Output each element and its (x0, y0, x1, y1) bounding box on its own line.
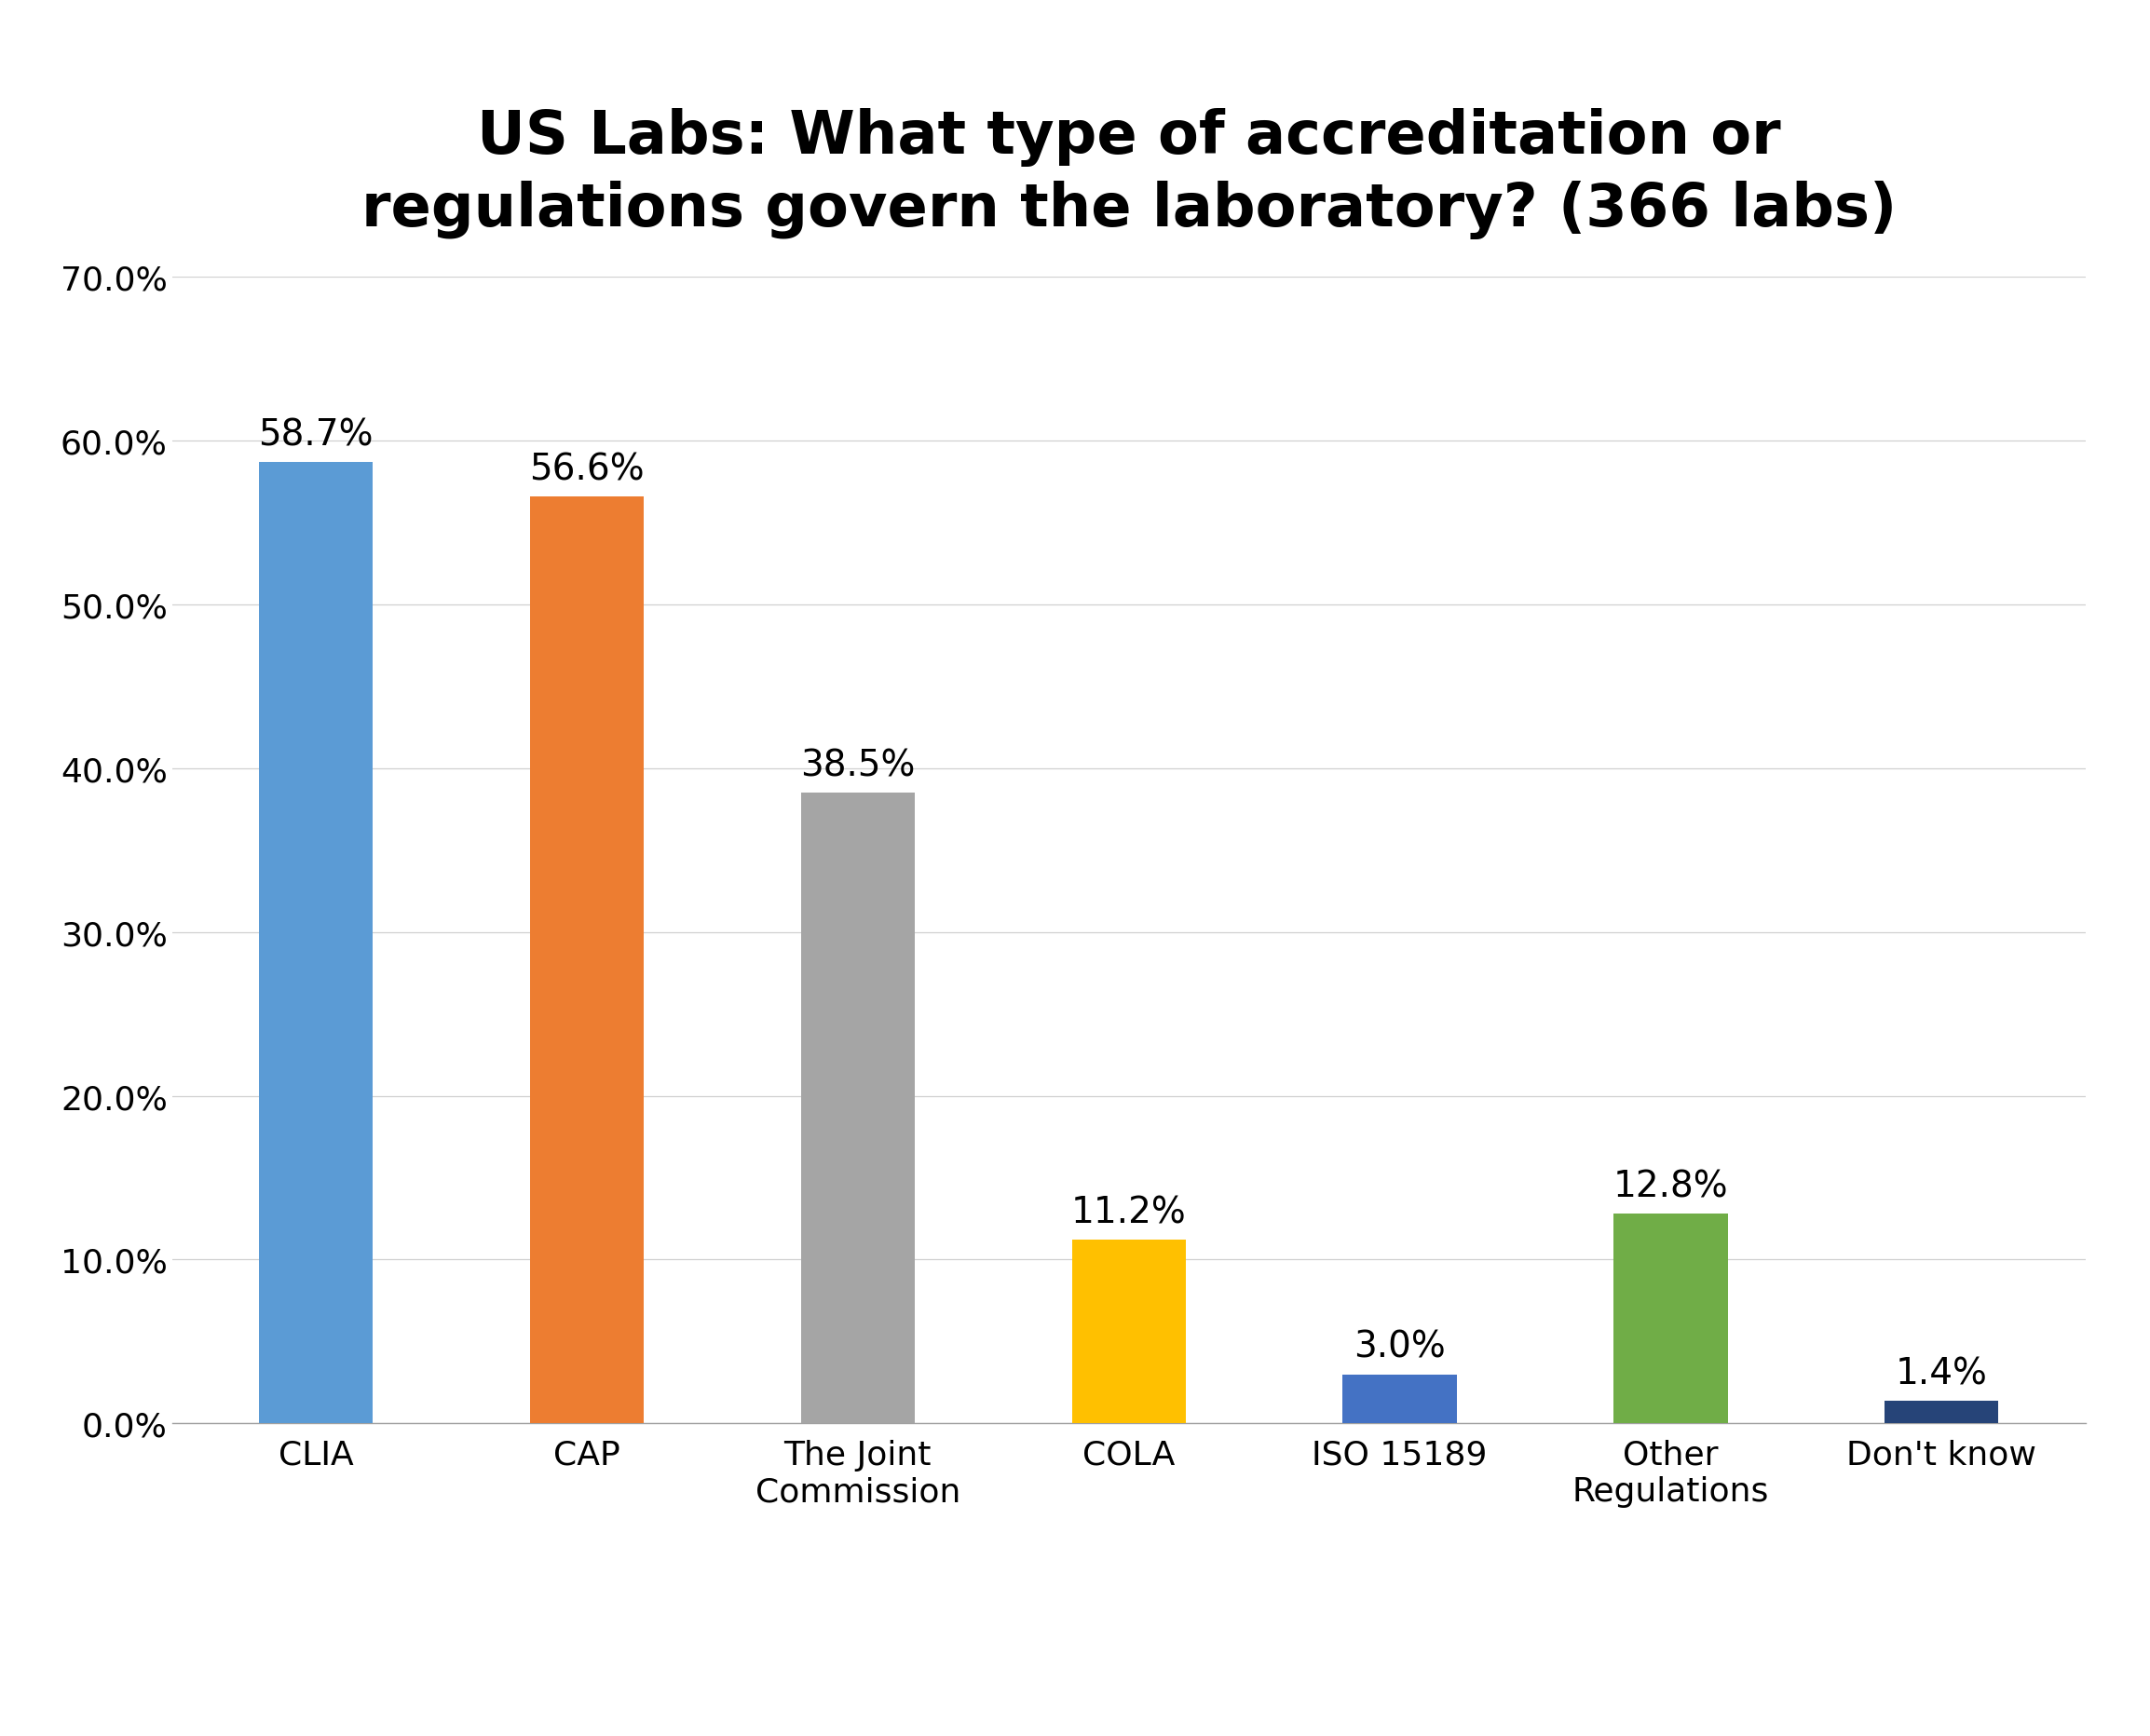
Text: 11.2%: 11.2% (1071, 1194, 1187, 1231)
Text: 3.0%: 3.0% (1354, 1330, 1445, 1364)
Bar (1073, 1240, 1185, 1424)
Text: 38.5%: 38.5% (800, 748, 916, 783)
Bar (1344, 1375, 1456, 1424)
Text: 12.8%: 12.8% (1612, 1168, 1729, 1205)
Text: 1.4%: 1.4% (1896, 1356, 1987, 1391)
Text: 58.7%: 58.7% (258, 418, 374, 453)
Text: 56.6%: 56.6% (529, 451, 645, 488)
Bar (258, 464, 372, 1424)
Title: US Labs: What type of accreditation or
regulations govern the laboratory? (366 l: US Labs: What type of accreditation or r… (361, 108, 1896, 240)
Bar (802, 793, 914, 1424)
Bar (1886, 1401, 2000, 1424)
Bar (1615, 1213, 1729, 1424)
Bar (529, 496, 643, 1424)
